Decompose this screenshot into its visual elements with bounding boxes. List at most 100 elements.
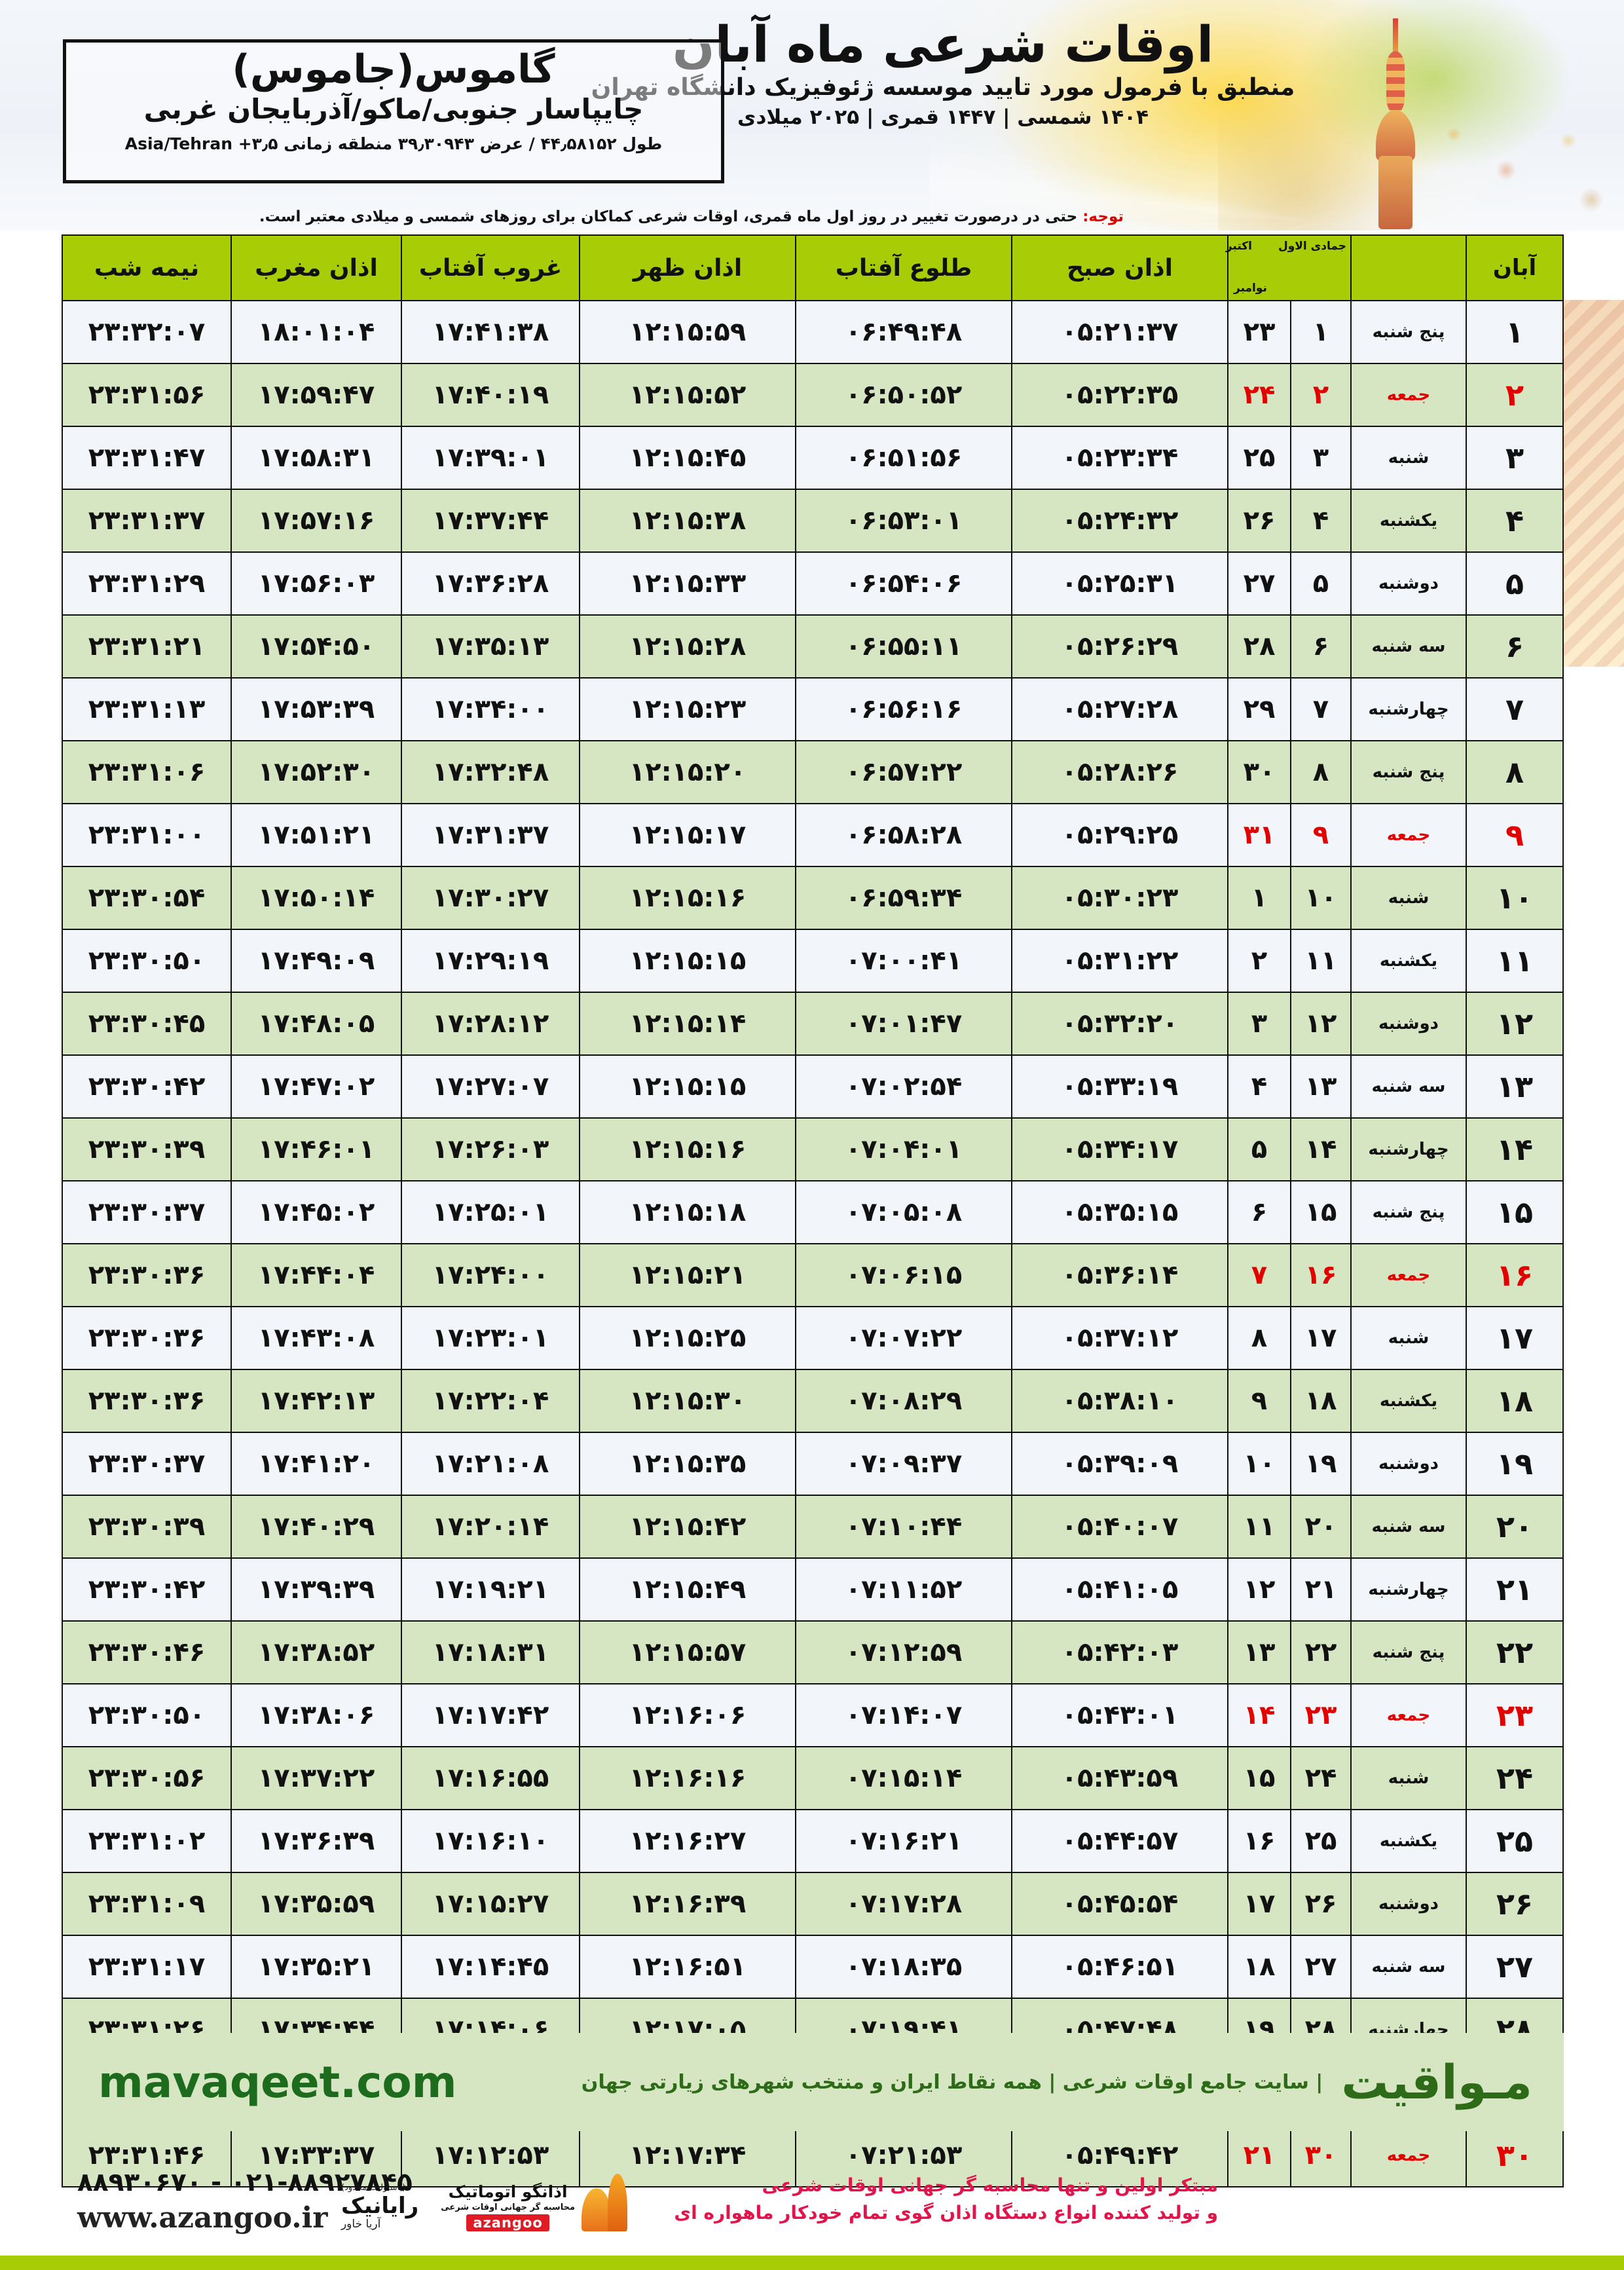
cell-dhuhr: ۱۲:۱۵:۱۵ xyxy=(579,1054,796,1119)
table-row: ۵ دوشنبه ۵ ۲۷ ۰۵:۲۵:۳۱ ۰۶:۵۴:۰۶ ۱۲:۱۵:۳۳ ۱۷:۳۶:… xyxy=(62,551,1564,616)
cell-day: ۲۳ xyxy=(1466,1683,1564,1747)
footer-site-url[interactable]: mavaqeet.com xyxy=(98,2056,457,2108)
footer-phone[interactable]: ۰۲۱-۸۸۹۲۷۸۴۵ - ۸۸۹۳۰۶۷۰ xyxy=(77,2168,413,2197)
cell-dhuhr: ۱۲:۱۵:۱۷ xyxy=(579,803,796,867)
col-header-lunar-gregorian[interactable]: جمادی الاول اکتبر نوامبر xyxy=(1225,234,1352,301)
cell-dow: شنبه xyxy=(1350,1746,1467,1810)
cell-day: ۴ xyxy=(1466,489,1564,553)
cell-day: ۲۲ xyxy=(1466,1620,1564,1684)
location-region: چایپاسار جنوبی/ماکو/آذربایجان غربی xyxy=(143,93,644,126)
col-header-maghrib[interactable]: اذان مغرب xyxy=(231,234,402,301)
cell-dow: جمعه xyxy=(1350,803,1467,867)
calendar-years: ۱۴۰۴ شمسی | ۱۴۴۷ قمری | ۲۰۲۵ میلادی xyxy=(737,105,1149,130)
footer-promo-line-2: و تولید کننده انواع دستگاه اذان گوی تمام… xyxy=(674,2202,1218,2223)
cell-sunset: ۱۷:۳۲:۴۸ xyxy=(401,740,580,804)
cell-dow: دوشنبه xyxy=(1350,1432,1467,1496)
cell-sunset: ۱۷:۲۳:۰۱ xyxy=(401,1306,580,1370)
cell-day: ۱۸ xyxy=(1466,1369,1564,1433)
azangoo-logo[interactable]: اذانگو اتوماتیک محاسبه گر جهانی اوقات شر… xyxy=(441,2171,629,2242)
footer-tagline: | سایت جامع اوقات شرعی | همه نقاط ایران … xyxy=(581,2070,1323,2094)
cell-maghrib: ۱۷:۵۸:۳۱ xyxy=(231,426,402,490)
cell-dhuhr: ۱۲:۱۵:۴۵ xyxy=(579,426,796,490)
banner-glow-decoration xyxy=(1218,0,1624,231)
cell-fajr: ۰۵:۴۹:۴۲ xyxy=(1011,2123,1228,2187)
cell-lunar: ۵ xyxy=(1290,551,1352,616)
col-header-weekday[interactable] xyxy=(1350,234,1467,301)
col-header-greg-october: اکتبر xyxy=(1225,240,1252,253)
table-row: ۱۶ جمعه ۱۶ ۷ ۰۵:۳۶:۱۴ ۰۷:۰۶:۱۵ ۱۲:۱۵:۲۱ ۱۷:۲۴:۰… xyxy=(62,1243,1564,1307)
cell-maghrib: ۱۷:۴۹:۰۹ xyxy=(231,929,402,993)
cell-greg: ۱۲ xyxy=(1227,1557,1291,1622)
cell-dow: یکشنبه xyxy=(1350,929,1467,993)
cell-fajr: ۰۵:۴۴:۵۷ xyxy=(1011,1809,1228,1873)
table-row: ۱۱ یکشنبه ۱۱ ۲ ۰۵:۳۱:۲۲ ۰۷:۰۰:۴۱ ۱۲:۱۵:۱۵ ۱۷:۲۹… xyxy=(62,929,1564,993)
cell-dow: سه شنبه xyxy=(1350,1054,1467,1119)
cell-lunar: ۱۵ xyxy=(1290,1180,1352,1244)
cell-midnight: ۲۳:۳۰:۳۶ xyxy=(62,1369,232,1433)
page-subtitle: منطبق با فرمول مورد تایید موسسه ژئوفیزیک… xyxy=(591,73,1295,101)
cell-lunar: ۹ xyxy=(1290,803,1352,867)
cell-sunrise: ۰۶:۵۶:۱۶ xyxy=(795,677,1012,741)
cell-sunset: ۱۷:۲۲:۰۴ xyxy=(401,1369,580,1433)
cell-lunar: ۲۱ xyxy=(1290,1557,1352,1622)
cell-greg: ۱۰ xyxy=(1227,1432,1291,1496)
cell-midnight: ۲۳:۳۰:۵۰ xyxy=(62,929,232,993)
cell-midnight: ۲۳:۳۰:۳۷ xyxy=(62,1180,232,1244)
note-text: حتی در درصورت تغییر در روز اول ماه قمری،… xyxy=(259,208,1083,225)
cell-midnight: ۲۳:۳۰:۵۶ xyxy=(62,1746,232,1810)
location-city: گاموس(جاموس) xyxy=(232,47,555,92)
table-row: ۴ یکشنبه ۴ ۲۶ ۰۵:۲۴:۳۲ ۰۶:۵۳:۰۱ ۱۲:۱۵:۳۸ ۱۷:۳۷:… xyxy=(62,489,1564,553)
rayanik-logo-note: (باسئولیت محدود) xyxy=(341,2182,406,2193)
cell-maghrib: ۱۷:۵۲:۳۰ xyxy=(231,740,402,804)
azangoo-logo-sub: محاسبه گر جهانی اوقات شرعی xyxy=(441,2202,575,2212)
cell-day: ۷ xyxy=(1466,677,1564,741)
cell-maghrib: ۱۷:۳۷:۲۲ xyxy=(231,1746,402,1810)
col-header-sunrise[interactable]: طلوع آفتاب xyxy=(795,234,1012,301)
cell-greg: ۲ xyxy=(1227,929,1291,993)
cell-lunar: ۱۹ xyxy=(1290,1432,1352,1496)
col-header-sunset[interactable]: غروب آفتاب xyxy=(401,234,580,301)
cell-greg: ۲۶ xyxy=(1227,489,1291,553)
cell-greg: ۹ xyxy=(1227,1369,1291,1433)
cell-dow: پنج شنبه xyxy=(1350,300,1467,364)
cell-sunset: ۱۷:۳۶:۲۸ xyxy=(401,551,580,616)
location-coordinates: طول ۴۴٫۵۸۱۵۲ / عرض ۳۹٫۳۰۹۴۳ منطقه زمانی … xyxy=(124,134,663,153)
cell-dow: پنج شنبه xyxy=(1350,740,1467,804)
col-header-dhuhr[interactable]: اذان ظهر xyxy=(579,234,796,301)
minaret-icon xyxy=(1368,18,1424,229)
footer-website[interactable]: www.azangoo.ir xyxy=(77,2201,328,2235)
cell-maghrib: ۱۷:۵۰:۱۴ xyxy=(231,866,402,930)
cell-maghrib: ۱۷:۴۶:۰۱ xyxy=(231,1117,402,1182)
cell-sunset: ۱۷:۲۸:۱۲ xyxy=(401,992,580,1056)
cell-maghrib: ۱۷:۳۹:۳۹ xyxy=(231,1557,402,1622)
cell-lunar: ۴ xyxy=(1290,489,1352,553)
cell-sunrise: ۰۶:۵۴:۰۶ xyxy=(795,551,1012,616)
cell-maghrib: ۱۷:۳۸:۵۲ xyxy=(231,1620,402,1684)
cell-maghrib: ۱۷:۳۵:۲۱ xyxy=(231,1935,402,1999)
col-header-month[interactable]: آبان xyxy=(1466,234,1564,301)
rayanik-logo[interactable]: (باسئولیت محدود) رایانیک آریا خاور xyxy=(341,2183,418,2231)
col-header-fajr[interactable]: اذان صبح xyxy=(1011,234,1228,301)
cell-fajr: ۰۵:۴۳:۵۹ xyxy=(1011,1746,1228,1810)
cell-dow: یکشنبه xyxy=(1350,489,1467,553)
cell-midnight: ۲۳:۳۱:۰۰ xyxy=(62,803,232,867)
cell-sunrise: ۰۷:۱۸:۳۵ xyxy=(795,1935,1012,1999)
footer-brand-name: مـواقیت xyxy=(1341,2055,1532,2110)
cell-day: ۲۴ xyxy=(1466,1746,1564,1810)
cell-dow: شنبه xyxy=(1350,866,1467,930)
cell-sunrise: ۰۶:۵۵:۱۱ xyxy=(795,614,1012,679)
cell-midnight: ۲۳:۳۱:۱۳ xyxy=(62,677,232,741)
cell-fajr: ۰۵:۲۵:۳۱ xyxy=(1011,551,1228,616)
cell-lunar: ۲۷ xyxy=(1290,1935,1352,1999)
cell-dhuhr: ۱۲:۱۵:۲۳ xyxy=(579,677,796,741)
cell-dhuhr: ۱۲:۱۵:۱۶ xyxy=(579,866,796,930)
table-body: ۱ پنج شنبه ۱ ۲۳ ۰۵:۲۱:۳۷ ۰۶:۴۹:۴۸ ۱۲:۱۵:۵۹ ۱۷:۴… xyxy=(62,300,1564,2187)
cell-greg: ۱۶ xyxy=(1227,1809,1291,1873)
cell-midnight: ۲۳:۳۱:۲۱ xyxy=(62,614,232,679)
cell-greg: ۲۹ xyxy=(1227,677,1291,741)
cell-sunset: ۱۷:۱۹:۲۱ xyxy=(401,1557,580,1622)
cell-day: ۹ xyxy=(1466,803,1564,867)
cell-maghrib: ۱۷:۳۵:۵۹ xyxy=(231,1872,402,1936)
col-header-midnight[interactable]: نیمه شب xyxy=(62,234,232,301)
cell-sunrise: ۰۷:۰۲:۵۴ xyxy=(795,1054,1012,1119)
